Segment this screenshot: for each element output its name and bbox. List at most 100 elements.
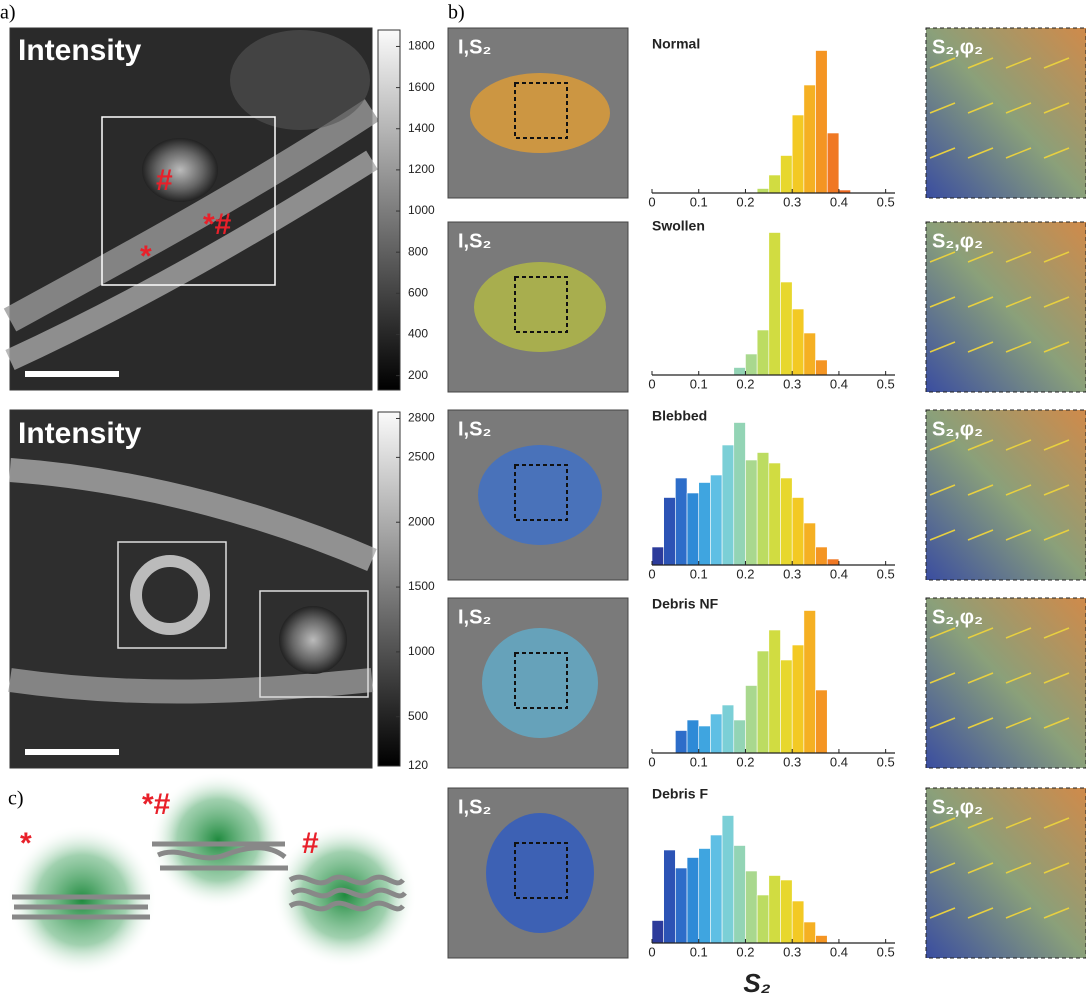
colorbar-tick-label: 1600 bbox=[408, 80, 435, 94]
colorbar-tick-label: 800 bbox=[408, 244, 428, 258]
bar bbox=[745, 870, 758, 944]
bar bbox=[721, 704, 735, 754]
orientation-stick bbox=[967, 862, 994, 874]
bar bbox=[756, 452, 770, 566]
orientation-stick bbox=[1043, 627, 1070, 639]
colorbar-tick-label: 1000 bbox=[408, 644, 435, 658]
x-axis-label: S₂ bbox=[743, 968, 770, 998]
orientation-stick bbox=[967, 439, 994, 451]
bar bbox=[815, 546, 828, 566]
bar bbox=[663, 497, 676, 566]
orientation-stick bbox=[967, 907, 994, 919]
bar bbox=[733, 367, 746, 376]
bar bbox=[756, 894, 770, 944]
orientation-stick bbox=[929, 817, 956, 829]
x-tick-label: 0 bbox=[648, 944, 655, 959]
image-label: S₂,φ₂ bbox=[932, 606, 983, 628]
orientation-stick bbox=[1005, 672, 1032, 684]
colorbar-tick-label: 600 bbox=[408, 285, 428, 299]
colorbar-tick-label: 2500 bbox=[408, 450, 435, 464]
orientation-stick bbox=[1005, 627, 1032, 639]
cartoon bbox=[7, 772, 417, 975]
orientation-stick bbox=[929, 296, 956, 308]
chart-title: Swollen bbox=[652, 218, 705, 234]
chart-title: Debris F bbox=[652, 786, 708, 802]
orientation-stick bbox=[967, 341, 994, 353]
bar bbox=[780, 155, 793, 194]
colorbar-tick-label: 500 bbox=[408, 709, 428, 723]
bar bbox=[791, 114, 805, 194]
annotation: * bbox=[140, 240, 152, 273]
image-label: S₂,φ₂ bbox=[932, 418, 983, 440]
x-tick-label: 0.5 bbox=[877, 754, 895, 769]
orientation-stick bbox=[1005, 102, 1032, 114]
orientation-stick bbox=[967, 529, 994, 541]
bar bbox=[791, 497, 805, 566]
bar bbox=[768, 629, 781, 754]
orientation-stick bbox=[1005, 484, 1032, 496]
annotation: # bbox=[156, 164, 173, 197]
colorbar-tick-label: 1500 bbox=[408, 579, 435, 593]
chart-title: Blebbed bbox=[652, 408, 707, 424]
colorbar-tick-label: 400 bbox=[408, 327, 428, 341]
bar bbox=[803, 610, 816, 754]
roi-box bbox=[514, 276, 568, 333]
orientation-stick bbox=[967, 484, 994, 496]
x-tick-label: 0.3 bbox=[783, 566, 801, 581]
x-tick-label: 0.2 bbox=[736, 944, 754, 959]
bar bbox=[675, 477, 688, 566]
bar bbox=[826, 132, 840, 194]
x-tick-label: 0.4 bbox=[830, 754, 848, 769]
orientation-stick bbox=[1043, 717, 1070, 729]
image-label: Intensity bbox=[18, 417, 142, 450]
image-label: I,S₂ bbox=[458, 418, 491, 440]
x-tick-label: 0 bbox=[648, 376, 655, 391]
x-tick-label: 0 bbox=[648, 754, 655, 769]
bar bbox=[651, 546, 664, 566]
annotation: *# bbox=[203, 208, 232, 241]
panel-label: a) bbox=[0, 2, 16, 24]
orientation-stick bbox=[1005, 439, 1032, 451]
image-label: I,S₂ bbox=[458, 36, 491, 58]
bar bbox=[710, 713, 723, 754]
x-tick-label: 0.2 bbox=[736, 754, 754, 769]
orientation-stick bbox=[1005, 341, 1032, 353]
bar bbox=[686, 857, 700, 944]
orientation-stick bbox=[1043, 817, 1070, 829]
colorbar-tick-label: 1000 bbox=[408, 203, 435, 217]
bar bbox=[768, 232, 781, 376]
bar bbox=[698, 725, 711, 754]
x-tick-label: 0.1 bbox=[690, 566, 708, 581]
x-tick-label: 0.4 bbox=[830, 376, 848, 391]
roi-box bbox=[514, 652, 568, 709]
bar bbox=[710, 834, 723, 944]
x-tick-label: 0.1 bbox=[690, 376, 708, 391]
orientation-stick bbox=[929, 57, 956, 69]
bar bbox=[675, 867, 688, 944]
orientation-stick bbox=[1005, 817, 1032, 829]
x-tick-label: 0.5 bbox=[877, 944, 895, 959]
x-tick-label: 0.3 bbox=[783, 194, 801, 209]
image-label: Intensity bbox=[18, 34, 142, 67]
orientation-stick bbox=[967, 627, 994, 639]
x-tick-label: 0.4 bbox=[830, 566, 848, 581]
x-tick-label: 0.5 bbox=[877, 376, 895, 391]
orientation-stick bbox=[1005, 717, 1032, 729]
x-tick-label: 0.1 bbox=[690, 194, 708, 209]
bar bbox=[815, 359, 828, 376]
x-tick-label: 0 bbox=[648, 194, 655, 209]
colorbar bbox=[377, 411, 401, 767]
x-tick-label: 0 bbox=[648, 566, 655, 581]
bar bbox=[745, 459, 758, 566]
bar bbox=[780, 477, 793, 566]
image-label: I,S₂ bbox=[458, 796, 491, 818]
orientation-stick bbox=[929, 341, 956, 353]
orientation-stick bbox=[1043, 484, 1070, 496]
bar bbox=[791, 900, 805, 944]
micrograph bbox=[3, 27, 380, 391]
annotation: # bbox=[302, 827, 319, 860]
annotation: * bbox=[20, 827, 32, 860]
bar bbox=[826, 558, 840, 566]
colorbar-tick-label: 1200 bbox=[408, 162, 435, 176]
